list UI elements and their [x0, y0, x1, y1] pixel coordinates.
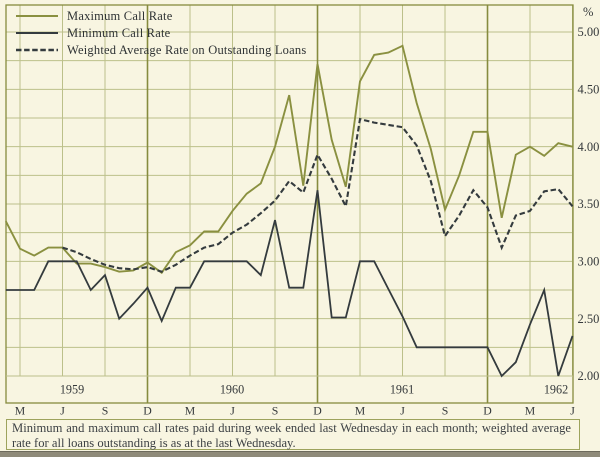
month-tick-label: D	[143, 404, 152, 418]
month-tick-label: J	[570, 404, 575, 418]
scan-edge-strip	[0, 451, 600, 457]
legend-item-weighted-average: Weighted Average Rate on Outstanding Loa…	[16, 43, 306, 57]
caption-text: Minimum and maximum call rates paid duri…	[12, 421, 571, 450]
month-tick-label: J	[230, 404, 235, 418]
y-tick-label: 5.00	[578, 25, 600, 39]
legend-item-maximum: Maximum Call Rate	[16, 9, 306, 23]
caption-box: Minimum and maximum call rates paid duri…	[6, 419, 580, 450]
month-tick-label: S	[442, 404, 449, 418]
plot-border-rect	[5, 4, 574, 404]
month-tick-label: J	[400, 404, 405, 418]
year-label: 1959	[60, 383, 84, 397]
y-tick-label: 3.50	[578, 197, 600, 211]
year-label: 1962	[544, 383, 568, 397]
y-axis-unit-label: %	[583, 5, 593, 19]
dashed-dark-line-icon	[16, 48, 58, 52]
y-tick-label: 3.00	[578, 255, 600, 269]
month-tick-label: M	[355, 404, 366, 418]
legend-label-weighted-average: Weighted Average Rate on Outstanding Loa…	[67, 42, 307, 57]
legend-item-minimum: Minimum Call Rate	[16, 26, 306, 40]
plot-border	[5, 4, 574, 404]
legend-label-minimum: Minimum Call Rate	[67, 25, 171, 40]
series-line-minimum	[5, 190, 574, 378]
month-tick-label: S	[102, 404, 109, 418]
y-tick-label: 2.50	[578, 312, 600, 326]
month-tick-label: J	[60, 404, 65, 418]
month-tick-label: D	[483, 404, 492, 418]
y-tick-label: 4.50	[578, 83, 600, 97]
axis-labels: % 5.00 4.50 4.00 3.50 3.00 2.50 2.00 M J S D M J S D M J S…	[15, 5, 600, 418]
month-tick-label: M	[525, 404, 536, 418]
data-series	[4, 44, 574, 378]
gridlines	[6, 5, 574, 403]
month-tick-label: S	[272, 404, 279, 418]
series-line-maximum	[4, 44, 573, 275]
month-tick-label: D	[313, 404, 322, 418]
year-label: 1961	[390, 383, 414, 397]
month-tick-label: M	[185, 404, 196, 418]
y-tick-label: 2.00	[578, 369, 600, 383]
legend-label-maximum: Maximum Call Rate	[67, 8, 173, 23]
month-tick-label: M	[15, 404, 26, 418]
year-label: 1960	[220, 383, 244, 397]
solid-dark-line-icon	[16, 32, 58, 34]
y-tick-label: 4.00	[578, 140, 600, 154]
solid-olive-line-icon	[16, 15, 58, 17]
series-line-weighted-average	[62, 117, 574, 273]
legend: Maximum Call Rate Minimum Call Rate Weig…	[16, 9, 306, 57]
